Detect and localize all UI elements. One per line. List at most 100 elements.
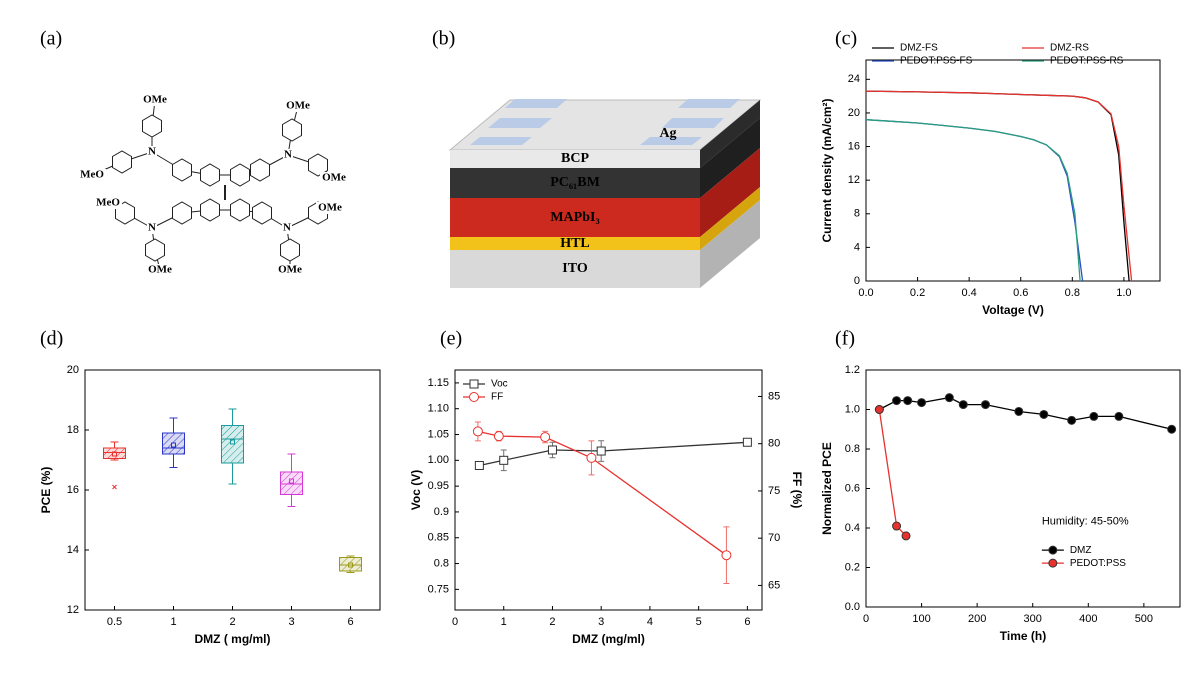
x-tick-label: 3 bbox=[598, 616, 604, 628]
atom-bg bbox=[320, 172, 348, 184]
series-line bbox=[865, 119, 1081, 282]
series-line bbox=[479, 441, 748, 467]
mean bbox=[348, 562, 353, 568]
y-axis-title: Current density (mA/cm²) bbox=[820, 98, 834, 242]
series-line bbox=[865, 119, 1084, 282]
layer-label: ITO bbox=[562, 261, 588, 276]
ring bbox=[172, 158, 192, 182]
y-tick-label: 8 bbox=[854, 208, 860, 220]
marker bbox=[596, 446, 606, 456]
marker bbox=[958, 400, 968, 410]
x-tick-label: 2 bbox=[549, 616, 555, 628]
marker bbox=[721, 550, 732, 561]
marker bbox=[474, 460, 484, 470]
y-tick-label: 0.95 bbox=[428, 480, 449, 492]
y-tick-label: 18 bbox=[67, 424, 79, 436]
y-tick-label: 4 bbox=[854, 241, 860, 253]
y-tick-label: 0.4 bbox=[845, 522, 860, 534]
y-tick-label: 1.15 bbox=[428, 377, 449, 389]
atom-bg bbox=[146, 264, 174, 276]
x-tick-label: 6 bbox=[744, 616, 750, 628]
marker bbox=[901, 531, 911, 541]
y-tick-label: 1.00 bbox=[428, 454, 449, 466]
y-tick-label: 20 bbox=[67, 364, 79, 376]
legend-label: DMZ bbox=[1070, 545, 1092, 556]
marker bbox=[1167, 424, 1177, 434]
layer-label: MAPbI₃ bbox=[550, 210, 599, 225]
y-tick-label: 0.6 bbox=[845, 482, 860, 494]
ag-pad bbox=[505, 99, 567, 108]
y-tick-label: 0 bbox=[854, 275, 860, 287]
x-tick-label: 0 bbox=[863, 613, 869, 625]
layer-bcp bbox=[450, 150, 700, 168]
marker bbox=[586, 452, 597, 463]
ring bbox=[308, 153, 328, 177]
ring bbox=[172, 201, 192, 225]
x-tick-label: 200 bbox=[968, 613, 986, 625]
marker bbox=[917, 398, 927, 408]
y-tick-label: 24 bbox=[848, 73, 860, 85]
panel-label: (f) bbox=[835, 328, 855, 350]
y2-tick-label: 70 bbox=[768, 532, 780, 544]
ag-pad bbox=[488, 118, 552, 128]
panel-label: (d) bbox=[40, 328, 63, 350]
y-axis-title: PCE (%) bbox=[39, 467, 53, 514]
series-line bbox=[865, 90, 1130, 282]
legend-marker bbox=[1048, 545, 1058, 555]
y-tick-label: 0.8 bbox=[434, 557, 449, 569]
x-tick-label: 2 bbox=[229, 616, 235, 628]
marker bbox=[540, 432, 551, 443]
atom-label: N bbox=[148, 146, 156, 158]
atom-bg bbox=[147, 222, 157, 234]
atom-bg bbox=[94, 197, 122, 209]
y-tick-label: 0.8 bbox=[845, 443, 860, 455]
legend-marker bbox=[469, 392, 479, 402]
layer-perovskite bbox=[450, 198, 700, 237]
box bbox=[103, 447, 126, 459]
legend-marker bbox=[1048, 558, 1058, 568]
atom-label: MeO bbox=[80, 169, 104, 181]
x-tick-label: 0.5 bbox=[107, 616, 122, 628]
y2-tick-label: 80 bbox=[768, 438, 780, 450]
marker bbox=[547, 445, 557, 455]
atom-bg bbox=[147, 146, 157, 158]
atom-label: MeO bbox=[96, 197, 120, 209]
panel-label: (a) bbox=[40, 28, 62, 50]
y-tick-label: 12 bbox=[67, 604, 79, 616]
y-tick-label: 0.85 bbox=[428, 532, 449, 544]
x-tick-label: 3 bbox=[288, 616, 294, 628]
y-axis-title: Voc (V) bbox=[409, 470, 423, 510]
y-tick-label: 16 bbox=[67, 484, 79, 496]
ag-pad bbox=[640, 137, 702, 145]
x-tick-label: 0.4 bbox=[962, 287, 977, 299]
legend-label: PEDOT:PSS-FS bbox=[900, 56, 973, 67]
atom-label: OMe bbox=[143, 94, 167, 106]
marker bbox=[742, 437, 752, 447]
layer-ito bbox=[450, 250, 700, 288]
x-tick-label: 0.6 bbox=[1013, 287, 1028, 299]
ring bbox=[280, 238, 300, 262]
marker bbox=[1114, 411, 1124, 421]
side-ito bbox=[700, 200, 760, 288]
y2-tick-label: 85 bbox=[768, 390, 780, 402]
marker bbox=[499, 455, 509, 465]
y2-tick-label: 65 bbox=[768, 579, 780, 591]
legend-label: DMZ-RS bbox=[1050, 43, 1089, 54]
side-bcp bbox=[700, 100, 760, 168]
ag-pad bbox=[662, 118, 724, 128]
y-tick-label: 0.9 bbox=[434, 506, 449, 518]
legend-label: Voc bbox=[491, 379, 508, 390]
mean bbox=[230, 439, 235, 445]
legend-label: FF bbox=[491, 392, 503, 403]
ag-pad bbox=[470, 137, 532, 145]
atom-label: N bbox=[283, 222, 291, 234]
atom-bg bbox=[284, 100, 312, 112]
x-axis-title: DMZ (mg/ml) bbox=[572, 632, 645, 646]
atom-bg bbox=[141, 94, 169, 106]
ring bbox=[252, 201, 272, 225]
y-axis-title: Normalized PCE bbox=[820, 442, 834, 535]
ag-pad bbox=[678, 99, 740, 108]
plot-frame bbox=[865, 369, 1181, 608]
marker bbox=[472, 426, 483, 437]
